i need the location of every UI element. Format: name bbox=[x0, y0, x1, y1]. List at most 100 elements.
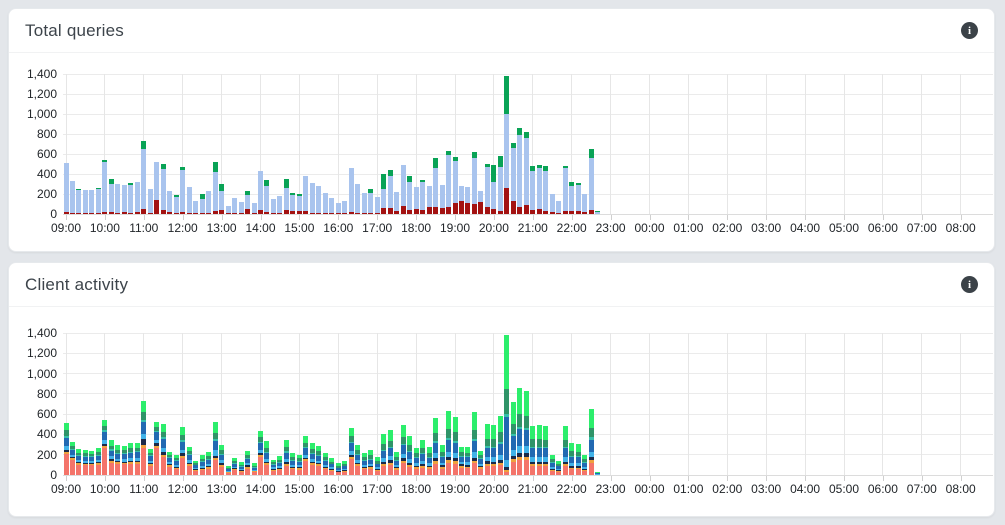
bar-segment-red-bottom-segment[interactable] bbox=[497, 210, 503, 214]
bar-segment-client-orange[interactable] bbox=[225, 471, 231, 473]
bar-segment-green-top-segment[interactable] bbox=[407, 176, 413, 182]
bar-segment-client-teal[interactable] bbox=[387, 446, 393, 449]
bar-segment-client-blue[interactable] bbox=[160, 438, 166, 448]
bar-segment-client-blue[interactable] bbox=[452, 442, 458, 454]
bar-segment-client-orange[interactable] bbox=[368, 467, 374, 469]
bar-segment-blue-middle-segment[interactable] bbox=[316, 185, 322, 213]
bar-segment-client-coral[interactable] bbox=[186, 465, 192, 475]
bar-segment-client-navy[interactable] bbox=[296, 467, 302, 469]
bar-segment-client-coral[interactable] bbox=[368, 468, 374, 475]
bar-segment-client-teal[interactable] bbox=[562, 446, 568, 449]
bar-segment-client-lime[interactable] bbox=[368, 449, 374, 456]
bar-segment-client-orange[interactable] bbox=[407, 464, 413, 467]
bar-segment-client-blue[interactable] bbox=[316, 455, 322, 461]
bar-segment-client-orange[interactable] bbox=[588, 460, 594, 463]
bar-segment-blue-middle-segment[interactable] bbox=[387, 175, 393, 208]
bar-segment-client-orange[interactable] bbox=[517, 456, 523, 460]
bar-segment-client-green[interactable] bbox=[277, 459, 283, 463]
bar-segment-client-coral[interactable] bbox=[452, 463, 458, 475]
bar-segment-blue-middle-segment[interactable] bbox=[426, 186, 432, 207]
bar-segment-client-blue[interactable] bbox=[465, 457, 471, 463]
bar-segment-client-teal[interactable] bbox=[316, 454, 322, 456]
bar-segment-red-bottom-segment[interactable] bbox=[141, 209, 147, 214]
bar-segment-blue-middle-segment[interactable] bbox=[446, 155, 452, 207]
bar-segment-green-top-segment[interactable] bbox=[588, 148, 594, 158]
bar-segment-green-top-segment[interactable] bbox=[543, 166, 549, 171]
bar-segment-client-green[interactable] bbox=[89, 453, 95, 457]
bar-segment-client-navy[interactable] bbox=[186, 462, 192, 465]
bar-segment-client-navy[interactable] bbox=[193, 468, 199, 470]
bar-segment-client-blue[interactable] bbox=[128, 452, 134, 459]
bar-segment-green-top-segment[interactable] bbox=[569, 182, 575, 186]
bar-segment-client-coral[interactable] bbox=[283, 465, 289, 475]
bar-segment-client-teal[interactable] bbox=[484, 446, 490, 448]
bar-segment-red-bottom-segment[interactable] bbox=[128, 212, 134, 214]
bar-segment-client-blue[interactable] bbox=[102, 431, 108, 441]
bar-segment-red-bottom-segment[interactable] bbox=[361, 212, 367, 214]
bar-segment-client-teal[interactable] bbox=[523, 427, 529, 431]
bar-segment-client-blue[interactable] bbox=[277, 462, 283, 467]
bar-segment-client-orange[interactable] bbox=[374, 469, 380, 471]
bar-segment-blue-middle-segment[interactable] bbox=[497, 166, 503, 211]
bar-segment-blue-middle-segment[interactable] bbox=[582, 194, 588, 212]
bar-segment-client-orange[interactable] bbox=[134, 462, 140, 464]
bar-segment-client-coral[interactable] bbox=[69, 459, 75, 475]
bar-segment-client-green[interactable] bbox=[465, 452, 471, 457]
bar-segment-client-teal[interactable] bbox=[245, 458, 251, 460]
bar-segment-client-coral[interactable] bbox=[420, 467, 426, 475]
bar-segment-client-lime[interactable] bbox=[374, 457, 380, 462]
bar-segment-client-lime[interactable] bbox=[180, 427, 186, 435]
bar-segment-client-green[interactable] bbox=[69, 445, 75, 449]
bar-segment-client-coral[interactable] bbox=[128, 463, 134, 475]
bar-segment-blue-middle-segment[interactable] bbox=[212, 172, 218, 211]
bar-segment-client-navy[interactable] bbox=[387, 460, 393, 463]
bar-segment-blue-middle-segment[interactable] bbox=[121, 185, 127, 213]
bar-segment-client-orange[interactable] bbox=[400, 460, 406, 463]
bar-segment-blue-middle-segment[interactable] bbox=[128, 184, 134, 213]
bar-segment-client-lime[interactable] bbox=[283, 439, 289, 447]
bar-segment-client-coral[interactable] bbox=[296, 469, 302, 475]
bar-segment-blue-middle-segment[interactable] bbox=[407, 182, 413, 210]
bar-segment-client-sky[interactable] bbox=[394, 464, 400, 467]
bar-segment-client-coral[interactable] bbox=[413, 468, 419, 475]
bar-segment-client-blue[interactable] bbox=[342, 466, 348, 469]
bar-segment-client-orange[interactable] bbox=[484, 463, 490, 466]
bar-segment-client-sky[interactable] bbox=[277, 466, 283, 468]
bar-segment-blue-middle-segment[interactable] bbox=[322, 192, 328, 213]
bar-segment-red-bottom-segment[interactable] bbox=[108, 212, 114, 214]
bar-segment-client-lime[interactable] bbox=[484, 424, 490, 439]
bar-segment-client-blue[interactable] bbox=[322, 460, 328, 465]
bar-segment-blue-middle-segment[interactable] bbox=[160, 169, 166, 210]
bar-segment-client-blue[interactable] bbox=[517, 429, 523, 446]
bar-segment-client-sky[interactable] bbox=[309, 459, 315, 462]
bar-segment-red-bottom-segment[interactable] bbox=[420, 210, 426, 214]
bar-segment-blue-middle-segment[interactable] bbox=[348, 167, 354, 212]
bar-segment-client-teal[interactable] bbox=[517, 426, 523, 430]
bar-segment-client-teal[interactable] bbox=[277, 461, 283, 463]
bar-segment-client-coral[interactable] bbox=[588, 462, 594, 475]
bar-segment-green-top-segment[interactable] bbox=[523, 131, 529, 138]
bar-segment-client-blue[interactable] bbox=[199, 462, 205, 466]
bar-segment-client-blue[interactable] bbox=[296, 461, 302, 466]
bar-segment-red-bottom-segment[interactable] bbox=[258, 210, 263, 214]
bar-segment-client-lime[interactable] bbox=[342, 461, 348, 465]
bar-segment-client-sky[interactable] bbox=[121, 459, 127, 462]
bar-segment-client-teal[interactable] bbox=[102, 430, 108, 432]
bar-segment-client-green[interactable] bbox=[569, 450, 575, 456]
bar-segment-client-green[interactable] bbox=[484, 438, 490, 447]
bar-segment-client-teal[interactable] bbox=[569, 455, 575, 457]
bar-segment-client-teal[interactable] bbox=[309, 452, 315, 454]
bar-segment-client-green[interactable] bbox=[76, 452, 82, 456]
bar-segment-client-green[interactable] bbox=[426, 452, 432, 457]
bar-segment-client-blue[interactable] bbox=[76, 456, 82, 461]
bar-segment-client-blue[interactable] bbox=[219, 454, 225, 461]
bar-segment-red-bottom-segment[interactable] bbox=[400, 206, 406, 214]
bar-segment-client-sky[interactable] bbox=[141, 433, 147, 439]
bar-segment-client-lime[interactable] bbox=[426, 446, 432, 453]
bar-segment-blue-middle-segment[interactable] bbox=[439, 184, 445, 208]
bar-segment-client-coral[interactable] bbox=[290, 469, 296, 475]
bar-segment-client-navy[interactable] bbox=[400, 458, 406, 461]
bar-segment-client-navy[interactable] bbox=[232, 468, 238, 470]
bar-segment-green-top-segment[interactable] bbox=[497, 155, 503, 167]
bar-segment-red-bottom-segment[interactable] bbox=[95, 213, 101, 214]
